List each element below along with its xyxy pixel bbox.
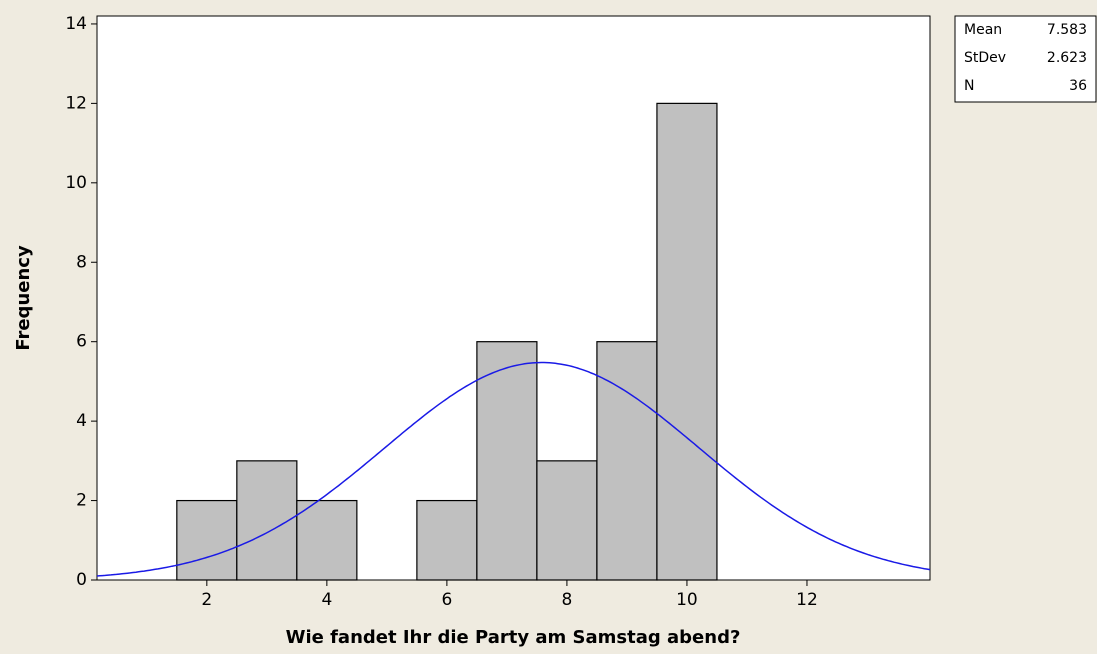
y-tick-label: 14 xyxy=(65,14,87,34)
x-axis-label: Wie fandet Ihr die Party am Samstag aben… xyxy=(286,627,741,648)
stats-label: StDev xyxy=(964,50,1006,66)
y-tick-label: 6 xyxy=(76,332,87,352)
bar xyxy=(476,341,538,581)
stats-label: N xyxy=(964,78,974,94)
bar xyxy=(416,499,478,581)
bar xyxy=(596,341,658,581)
y-tick-label: 12 xyxy=(65,93,87,113)
y-axis-label: Frequency xyxy=(13,245,34,351)
fit-curve xyxy=(96,361,931,577)
x-tick-label: 4 xyxy=(321,590,332,610)
stats-value: 36 xyxy=(1069,78,1087,94)
y-tick-label: 0 xyxy=(76,570,87,590)
bar xyxy=(236,460,298,581)
y-tick-label: 2 xyxy=(76,491,87,511)
x-tick-label: 2 xyxy=(201,590,212,610)
stats-value: 7.583 xyxy=(1047,22,1087,38)
y-tick-label: 8 xyxy=(76,252,87,272)
x-tick-label: 12 xyxy=(796,590,818,610)
y-tick-label: 10 xyxy=(65,173,87,193)
bar xyxy=(176,499,238,581)
stats-box xyxy=(954,15,1097,103)
bar xyxy=(656,102,718,581)
bar xyxy=(536,460,598,581)
x-tick-label: 8 xyxy=(561,590,572,610)
stats-value: 2.623 xyxy=(1047,50,1087,66)
x-tick-label: 10 xyxy=(676,590,698,610)
stats-label: Mean xyxy=(964,22,1002,38)
y-tick-label: 4 xyxy=(76,411,87,431)
bar xyxy=(296,499,358,581)
x-tick-label: 6 xyxy=(441,590,452,610)
